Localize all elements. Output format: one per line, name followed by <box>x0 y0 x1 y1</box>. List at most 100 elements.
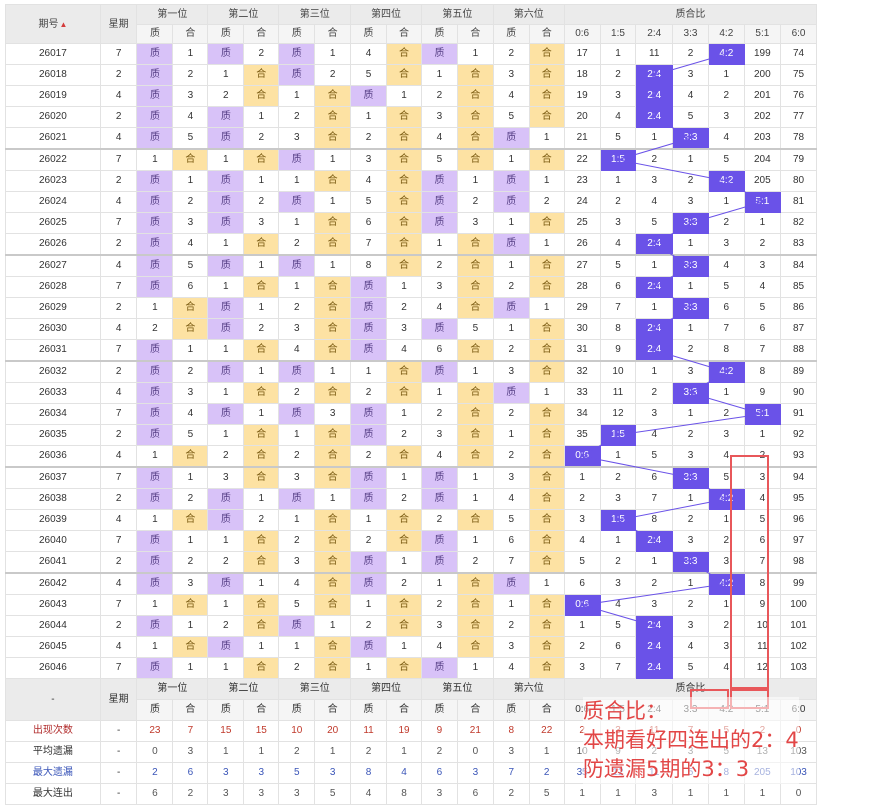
ratio-omission-cell: 6 <box>707 297 745 319</box>
omission-cell: 5 <box>492 509 530 531</box>
ratio-omission-cell: 5 <box>707 148 745 171</box>
stats-value: 2 <box>421 741 458 763</box>
zhi-hit-cell: 质Z <box>492 170 530 192</box>
he-hit-cell: 合H <box>385 233 423 256</box>
period-cell: 26032 <box>5 360 101 383</box>
period-sort-header[interactable]: 期号▲ <box>5 4 101 44</box>
he-subheader: 合 <box>243 699 280 721</box>
he-mark: 合 <box>256 154 267 165</box>
zhi-mark: 质 <box>149 281 160 292</box>
omission-cell: 1 <box>314 488 352 510</box>
position-header-4: 第四位 <box>350 4 423 25</box>
ratio-omission-cell: 6 <box>743 318 781 340</box>
zhi-mark: 质 <box>506 238 517 249</box>
he-hit-cell: 合H <box>314 445 352 468</box>
ratio-omission-cell: 8 <box>635 509 674 531</box>
ratio-omission-cell: 3 <box>672 615 709 637</box>
zhi-mark: 质 <box>291 260 302 271</box>
zhi-mark: 质 <box>291 69 302 80</box>
zhi-subheader: 质 <box>136 699 174 721</box>
ratio-omission-cell: 17 <box>563 43 601 65</box>
omission-cell: 1 <box>243 106 280 128</box>
zhi-mark: 质 <box>434 556 445 567</box>
ratio-omission-cell: 8 <box>743 360 781 383</box>
ratio-omission-cell: 25 <box>563 212 601 234</box>
ratio-omission-cell: 1 <box>635 254 674 277</box>
zhi-subheader: 质 <box>278 699 316 721</box>
ratio-omission-cell: 4 <box>672 85 709 107</box>
zhi-subheader: 质 <box>207 24 245 44</box>
ratio-hit-cell: 4:2 <box>707 170 745 192</box>
he-mark: 合 <box>327 450 338 461</box>
weekday-cell: 7 <box>99 466 138 489</box>
ratio-omission-cell: 2 <box>563 636 601 658</box>
weekday-cell: 2 <box>99 551 138 574</box>
zhi-mark: 质 <box>506 387 517 398</box>
he-hit-cell: 合H <box>243 445 280 468</box>
ratio-omission-cell: 84 <box>779 254 818 277</box>
zhi-mark: 质 <box>506 132 517 143</box>
zhi-mark: 质 <box>149 493 160 504</box>
zhi-subheader: 质 <box>350 24 387 44</box>
omission-cell: 6 <box>492 530 530 552</box>
zhi-hit-cell: 质Z <box>350 403 387 425</box>
zhi-mark: 质 <box>291 408 302 419</box>
ratio-omission-cell: 1 <box>635 551 674 574</box>
zhi-mark: 质 <box>220 217 231 228</box>
he-hit-cell: 合H <box>243 466 280 489</box>
period-cell: 26029 <box>5 297 101 319</box>
zhi-hit-cell: 质Z <box>136 360 174 383</box>
omission-cell: 1 <box>492 318 530 340</box>
omission-cell: 2 <box>421 254 458 277</box>
ratio-omission-cell: 7 <box>599 297 637 319</box>
he-hit-cell: 合H <box>243 594 280 616</box>
omission-cell: 1 <box>207 64 245 86</box>
he-mark: 合 <box>256 556 267 567</box>
ratio-omission-cell: 5 <box>743 297 781 319</box>
ratio-omission-cell: 1 <box>635 127 674 150</box>
zhi-hit-cell: 质Z <box>492 382 530 404</box>
weekday-cell: 7 <box>99 43 138 65</box>
zhi-mark: 质 <box>291 493 302 504</box>
ratio-omission-cell: 2 <box>635 148 674 171</box>
omission-cell: 2 <box>350 382 387 404</box>
zhi-hit-cell: 质Z <box>136 339 174 362</box>
ratio-omission-cell: 28 <box>563 276 601 298</box>
ratio-header-6-0: 6:0 <box>779 24 818 44</box>
weekday-cell: 7 <box>99 276 138 298</box>
he-hit-cell: 合H <box>243 382 280 404</box>
he-mark: 合 <box>256 662 267 673</box>
zhi-mark: 质 <box>363 323 374 334</box>
ratio-omission-cell: 3 <box>563 657 601 679</box>
omission-cell: 1 <box>456 170 494 192</box>
zhi-mark: 质 <box>220 408 231 419</box>
ratio-omission-cell: 1 <box>743 424 781 446</box>
zhi-hit-cell: 质Z <box>421 360 458 383</box>
omission-cell: 4 <box>350 43 387 65</box>
ratio-omission-cell: 1 <box>672 148 709 171</box>
ratio-omission-cell: 4 <box>635 424 674 446</box>
he-mark: 合 <box>470 641 481 652</box>
weekday-cell: 2 <box>99 488 138 510</box>
weekday-cell: 7 <box>99 530 138 552</box>
he-mark: 合 <box>327 556 338 567</box>
zhi-hit-cell: 质Z <box>278 148 316 171</box>
ratio-omission-cell: 100 <box>779 594 818 616</box>
ratio-omission-cell: 4 <box>635 191 674 213</box>
omission-cell: 3 <box>421 106 458 128</box>
zhi-hit-cell: 质Z <box>136 572 174 595</box>
he-mark: 合 <box>256 69 267 80</box>
he-mark: 合 <box>256 450 267 461</box>
he-mark: 合 <box>327 238 338 249</box>
ratio-omission-cell: 3 <box>599 212 637 234</box>
he-hit-cell: 合H <box>314 127 352 150</box>
he-mark: 合 <box>541 111 552 122</box>
he-mark: 合 <box>327 132 338 143</box>
ratio-omission-cell: 81 <box>779 191 818 213</box>
omission-cell: 2 <box>136 318 174 340</box>
omission-cell: 1 <box>278 276 316 298</box>
he-mark: 合 <box>541 366 552 377</box>
omission-cell: 1 <box>385 551 423 574</box>
